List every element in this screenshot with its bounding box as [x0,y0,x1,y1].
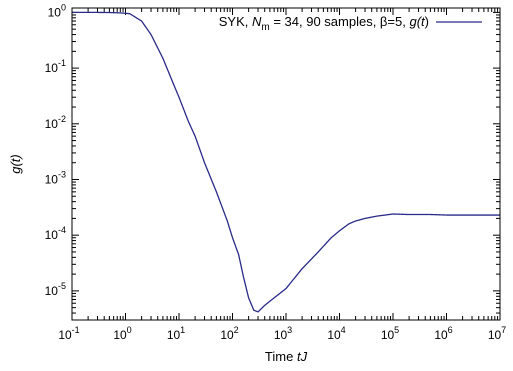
y-tick-label-base: 10 [45,172,59,186]
x-axis-label-prefix: Time [265,349,297,364]
y-tick-label-exponent: -3 [58,169,66,179]
series-line [71,11,500,313]
legend-params: = 34, 90 samples, β=5, [270,14,410,29]
x-tick-label-base: 10 [327,328,341,342]
y-tick-label-base: 10 [48,5,62,19]
y-tick-label-exponent: -2 [58,114,66,124]
x-tick-label-exponent: 5 [394,325,399,335]
x-tick-label: 102 [220,325,238,342]
y-tick-label-base: 10 [45,228,59,242]
x-tick-label-exponent: -1 [72,325,80,335]
legend-label: SYK, Nm = 34, 90 samples, β=5, g(t) [219,14,429,33]
x-tick-label-base: 10 [274,328,288,342]
x-axis-label-var: tJ [297,349,308,364]
legend-close-paren: ) [425,14,429,29]
x-axis-label: Time tJ [265,349,308,364]
legend-t-symbol: t [421,14,426,29]
y-tick-label-base: 10 [45,61,59,75]
y-tick-label: 10-4 [45,225,66,242]
y-tick-label-base: 10 [45,284,59,298]
x-tick-label-exponent: 4 [341,325,346,335]
series-group [71,11,500,313]
y-tick-label: 10-1 [45,58,66,75]
x-tick-label-exponent: 2 [234,325,239,335]
plot-frame [71,7,501,321]
legend-n-subscript: m [261,22,269,33]
y-tick-label-exponent: 0 [61,2,66,12]
x-tick-label: 104 [327,325,345,342]
y-axis-label-close: ) [8,154,23,160]
x-tick-label-exponent: 0 [127,325,132,335]
legend-g-symbol: g( [409,14,422,29]
axis-ticks: 10-1 100 101 102 103 104 105 106 10710010-110-21… [45,2,507,342]
legend-prefix: SYK, [219,14,252,29]
x-tick-label-exponent: 7 [501,325,506,335]
y-tick-label-exponent: -1 [58,58,66,68]
x-tick-label-base: 10 [58,328,72,342]
y-tick-label: 10-2 [45,114,66,131]
x-tick-label: 106 [434,325,452,342]
legend-n-symbol: N [252,14,262,29]
y-tick-label: 10-3 [45,169,66,186]
y-tick-label-exponent: -4 [58,225,66,235]
y-axis-label-open: g( [8,161,23,174]
x-tick-label: 107 [488,325,506,342]
x-tick-label-base: 10 [220,328,234,342]
x-tick-label-exponent: 3 [287,325,292,335]
y-axis-label-var: t [8,157,23,162]
y-tick-label-exponent: -5 [58,281,66,291]
x-tick-label: 101 [167,325,185,342]
x-tick-label: 105 [381,325,399,342]
x-tick-label-base: 10 [113,328,127,342]
y-tick-label-base: 10 [45,117,59,131]
y-tick-label: 10-5 [45,281,66,298]
x-tick-label-exponent: 1 [180,325,185,335]
y-tick-label: 100 [48,2,66,19]
x-tick-label-base: 10 [434,328,448,342]
x-tick-label: 10-1 [58,325,79,342]
y-axis-label: g(t) [8,154,23,174]
legend: SYK, Nm = 34, 90 samples, β=5, g(t) [219,14,482,33]
x-tick-label-base: 10 [488,328,502,342]
x-tick-label: 100 [113,325,131,342]
x-tick-label-exponent: 6 [448,325,453,335]
x-tick-label-base: 10 [381,328,395,342]
x-tick-label-base: 10 [167,328,181,342]
x-tick-label: 103 [274,325,292,342]
